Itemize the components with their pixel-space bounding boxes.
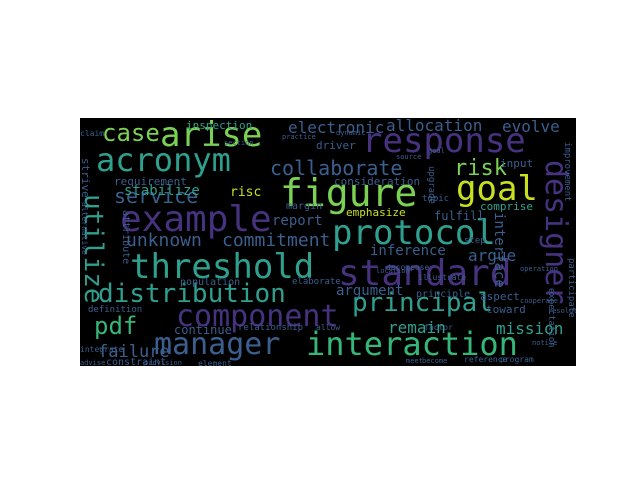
word-become: become xyxy=(422,357,448,365)
word-step: step xyxy=(464,236,486,246)
word-report: report xyxy=(272,213,323,229)
word-topic: topic xyxy=(422,194,450,204)
word-resolution: resolution xyxy=(548,307,576,315)
word-argument: argument xyxy=(336,283,404,299)
word-illustrate: illustrate xyxy=(418,273,467,282)
word-source: source xyxy=(396,153,422,161)
word-upgrade: upgrade xyxy=(426,166,436,204)
word-utilize: utilize xyxy=(80,194,108,304)
word-relationship: relationship xyxy=(238,323,304,333)
word-population: population xyxy=(180,277,241,288)
word-inference: inference xyxy=(370,243,446,259)
word-practice: practice xyxy=(282,133,316,141)
word-mission: mission xyxy=(496,319,564,338)
word-element: element xyxy=(198,359,232,367)
word-threshold: threshold xyxy=(130,247,315,287)
word-response: response xyxy=(362,121,526,161)
word-claim: claim xyxy=(80,129,105,138)
word-advise: advise xyxy=(80,359,106,367)
word-location: location xyxy=(376,267,410,275)
word-remain: remain xyxy=(388,318,446,337)
word-margin: margin xyxy=(286,201,323,212)
word-provision: provision xyxy=(144,359,182,367)
word-alternative: alternative xyxy=(80,202,89,255)
word-elaborate: elaborate xyxy=(292,277,341,287)
word-standard: standard xyxy=(338,253,512,294)
word-goal: goal xyxy=(456,169,538,209)
word-manager: manager xyxy=(154,327,281,362)
word-commitment: commitment xyxy=(222,230,331,251)
word-inspection: inspection xyxy=(186,119,253,132)
word-evolve: evolve xyxy=(502,118,560,136)
word-component: component xyxy=(176,299,339,334)
word-requirement: requirement xyxy=(114,175,187,188)
word-notice: notice xyxy=(532,339,558,347)
word-improvement: improvement xyxy=(562,142,572,202)
word-allow: allow xyxy=(316,323,341,332)
word-aspect: aspect xyxy=(480,290,520,303)
word-acronym: acronym xyxy=(96,141,231,179)
word-program: program xyxy=(500,355,534,364)
word-risc: risc xyxy=(230,185,262,200)
word-attribute: attribute xyxy=(120,210,131,265)
word-fulfill: fulfill xyxy=(434,209,485,223)
word-cloud: case arise response acronym collaborate risk g… xyxy=(80,118,576,366)
word-definition: definition xyxy=(88,305,143,315)
word-service: service xyxy=(114,184,199,208)
word-comprise: comprise xyxy=(480,200,533,213)
word-cooperate: cooperate xyxy=(520,297,558,305)
word-emphasize: emphasize xyxy=(346,206,406,219)
word-interaction: interaction xyxy=(306,325,518,363)
word-driver: driver xyxy=(316,139,356,152)
word-operation: operation xyxy=(520,265,558,273)
word-strive: strive xyxy=(80,158,92,198)
word-figure: figure xyxy=(280,171,418,215)
word-factor: factor xyxy=(424,323,453,332)
word-goal: goal xyxy=(428,147,445,155)
word-collaborate: collaborate xyxy=(270,156,403,180)
word-section: section xyxy=(224,139,254,147)
word-meet: meet xyxy=(406,357,423,365)
word-case: case xyxy=(102,119,160,147)
word-decompose: decompose xyxy=(386,263,430,272)
word-continue: continue xyxy=(174,323,232,337)
word-input: input xyxy=(500,157,534,170)
word-pdf: pdf xyxy=(94,312,138,340)
word-example: example xyxy=(120,199,272,240)
word-interface: interface xyxy=(491,212,507,288)
word-participate: participate xyxy=(566,258,576,318)
word-expectation: expectation xyxy=(546,288,556,348)
word-consideration: consideration xyxy=(334,175,421,188)
word-distribution: distribution xyxy=(98,279,286,309)
word-designer: designer xyxy=(538,160,573,305)
word-integrate: integrate xyxy=(80,345,124,354)
word-principle: principle xyxy=(416,289,471,300)
word-risk: risk xyxy=(454,156,507,181)
word-electronic: electronic xyxy=(288,118,385,137)
word-argue: argue xyxy=(468,246,517,265)
word-stabilize: stabilize xyxy=(124,183,200,199)
word-toward: toward xyxy=(486,303,526,316)
word-arise: arise xyxy=(160,118,263,155)
word-reference: reference xyxy=(464,355,508,364)
word-unknown: unknown xyxy=(126,230,202,251)
word-constraint: constraint xyxy=(106,357,167,367)
word-protocol: protocol xyxy=(332,213,496,253)
word-principal: principal xyxy=(352,288,493,318)
word-dynamic: dynamic xyxy=(336,129,366,137)
word-failure: failure xyxy=(98,342,170,362)
word-allocation: allocation xyxy=(386,118,483,135)
